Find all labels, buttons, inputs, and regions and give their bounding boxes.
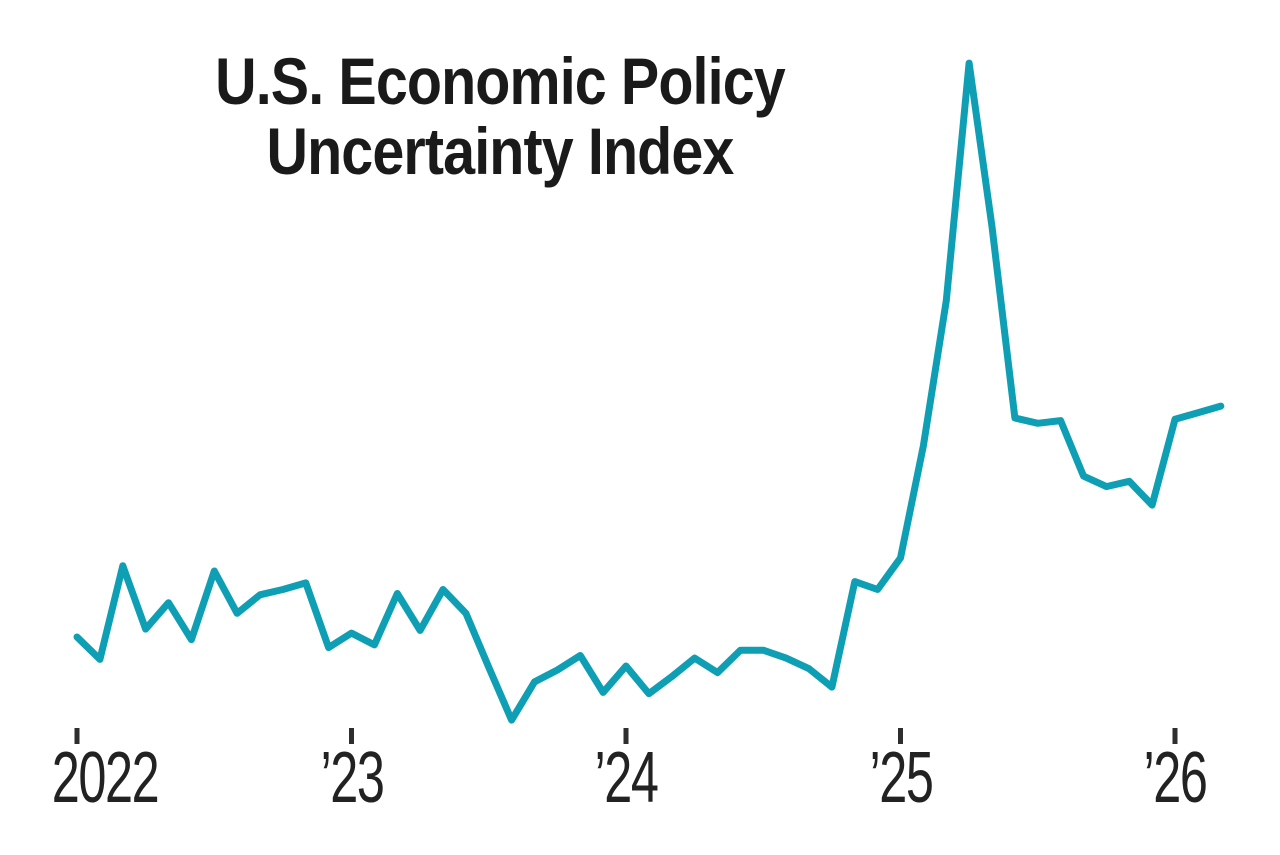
x-axis-label: 2022 xyxy=(51,738,160,818)
x-axis-label: ’23 xyxy=(319,738,384,818)
chart-title: U.S. Economic Policy Uncertainty Index xyxy=(65,46,935,186)
chart-title-line2: Uncertainty Index xyxy=(266,114,734,188)
epu-series-line xyxy=(73,59,1225,724)
x-axis-ticks xyxy=(74,728,1178,744)
x-axis-tick xyxy=(1172,728,1178,744)
x-axis-label: ’24 xyxy=(594,738,658,818)
x-axis-tick xyxy=(898,728,903,744)
x-axis-label: ’25 xyxy=(868,738,933,818)
x-axis-tick xyxy=(623,728,629,744)
x-axis-tick xyxy=(349,728,354,744)
x-axis-label: ’26 xyxy=(1143,738,1207,818)
chart-title-line1: U.S. Economic Policy xyxy=(215,44,786,118)
x-axis-tick xyxy=(74,728,80,744)
